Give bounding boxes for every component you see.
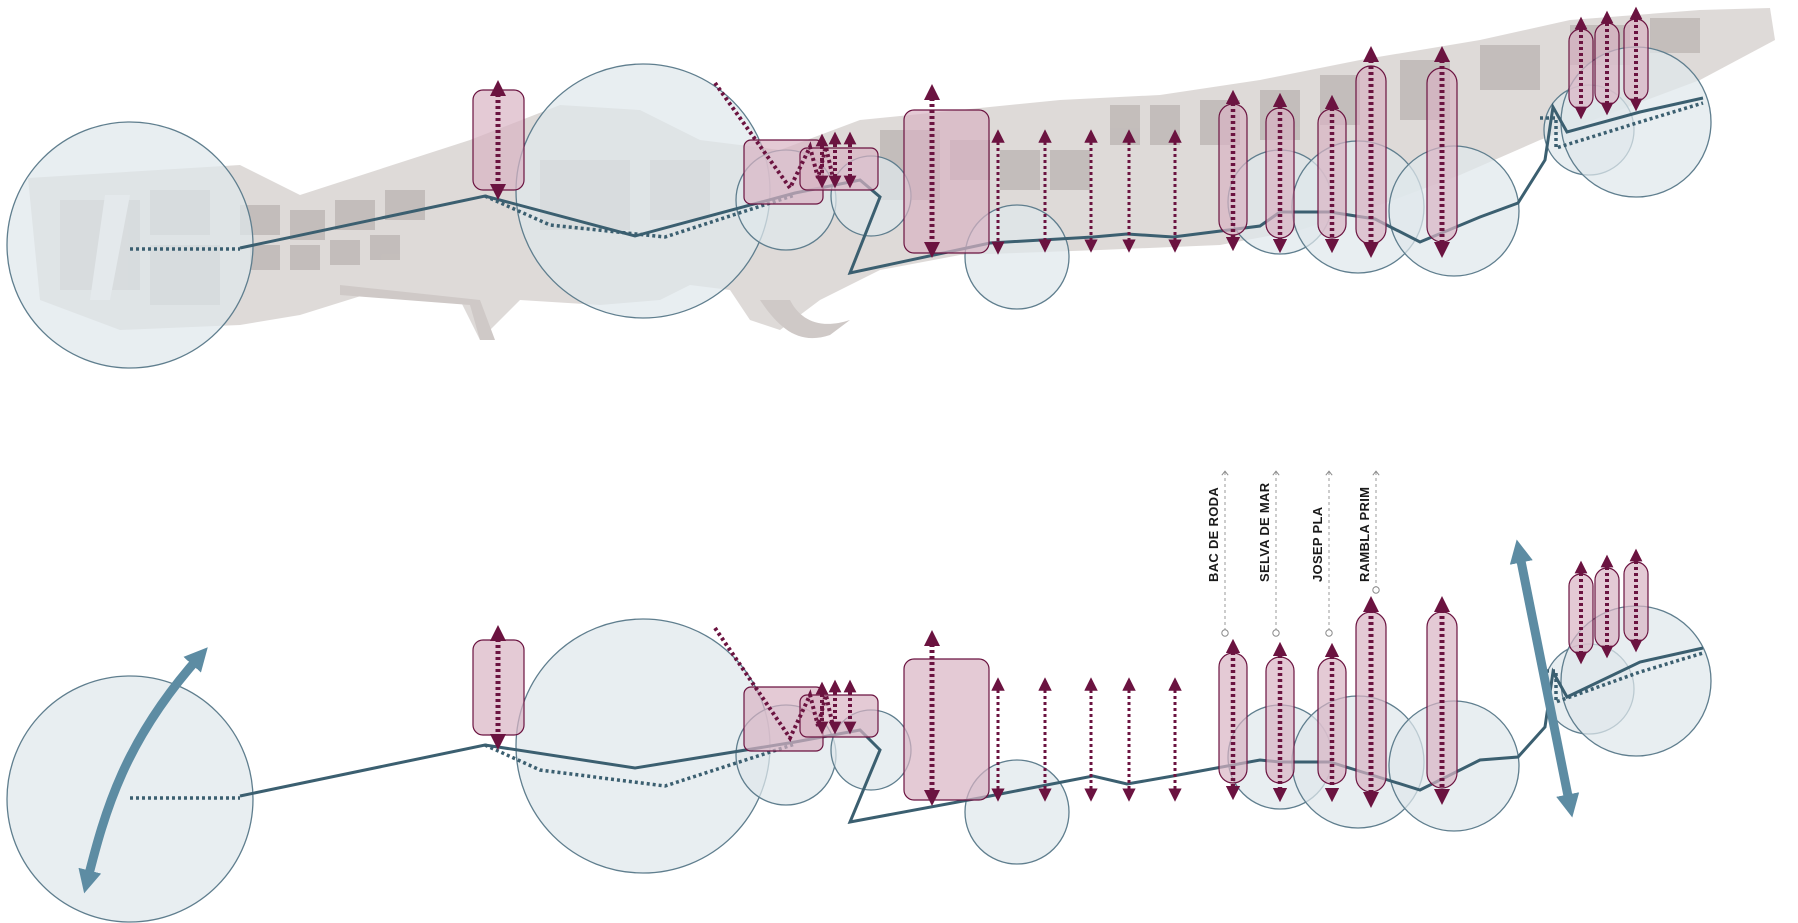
- diagonal-double-arrow: [1509, 539, 1580, 818]
- axis-arrows-top: [489, 6, 1643, 259]
- street-label: SELVA DE MAR: [1257, 482, 1272, 582]
- street-label: RAMBLA PRIM: [1357, 487, 1372, 582]
- street-leader-selva-de-mar: SELVA DE MAR: [1257, 470, 1280, 637]
- street-leader-josep-pla: JOSEP PLA: [1310, 470, 1333, 637]
- schematic-section: BAC DE RODA SELVA DE MAR JOSEP PLA RAMBL…: [6, 470, 1712, 923]
- street-labels: BAC DE RODA SELVA DE MAR JOSEP PLA RAMBL…: [1206, 470, 1380, 637]
- street-label: JOSEP PLA: [1310, 506, 1325, 582]
- aerial-map-section: [6, 6, 1775, 369]
- axis-arrows-bottom: [489, 548, 1643, 809]
- street-leader-bac-de-roda: BAC DE RODA: [1206, 470, 1229, 637]
- transversal-arrows: [78, 539, 1580, 894]
- street-label: BAC DE RODA: [1206, 487, 1221, 582]
- street-leader-rambla-prim: RAMBLA PRIM: [1357, 470, 1380, 594]
- curved-double-arrow: [78, 647, 208, 894]
